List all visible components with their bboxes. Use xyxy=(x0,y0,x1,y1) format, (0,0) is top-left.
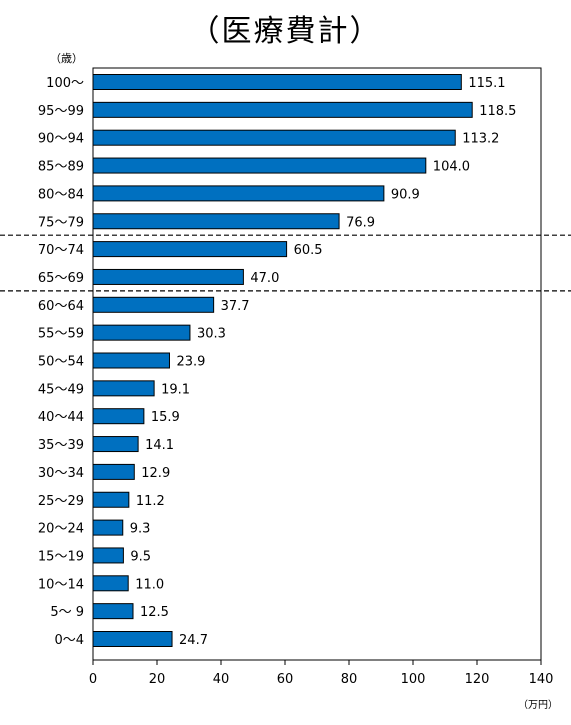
category-label: 95～99 xyxy=(38,104,84,119)
bar xyxy=(92,74,462,90)
bar xyxy=(92,352,170,369)
data-label: 9.5 xyxy=(130,549,151,564)
category-label: 85～89 xyxy=(38,160,84,175)
data-label: 30.3 xyxy=(197,327,226,342)
bar xyxy=(92,575,129,592)
category-label: 0～4 xyxy=(54,633,84,648)
data-label: 11.0 xyxy=(135,577,164,592)
data-label: 24.7 xyxy=(179,633,208,648)
category-label: 55～59 xyxy=(38,327,84,342)
x-tick-label: 60 xyxy=(277,672,294,687)
data-label: 113.2 xyxy=(462,132,499,147)
data-label: 104.0 xyxy=(433,160,470,175)
category-label: 70～74 xyxy=(38,243,84,258)
data-label: 9.3 xyxy=(130,522,151,537)
bar xyxy=(92,631,173,647)
bar xyxy=(92,185,385,202)
category-label: 15～19 xyxy=(38,549,84,564)
bar xyxy=(92,436,139,453)
category-label: 35～39 xyxy=(38,438,84,453)
x-tick-label: 100 xyxy=(401,672,426,687)
chart-title: （医療費計） xyxy=(189,14,382,49)
x-tick-label: 40 xyxy=(213,672,230,687)
bar xyxy=(92,519,124,536)
data-label: 14.1 xyxy=(145,438,174,453)
bar xyxy=(92,296,215,313)
data-label: 19.1 xyxy=(161,382,190,397)
category-label: 25～29 xyxy=(38,494,84,509)
bar xyxy=(92,491,130,508)
bar xyxy=(92,213,340,230)
data-label: 37.7 xyxy=(221,299,250,314)
x-tick-label: 140 xyxy=(529,672,554,687)
bar xyxy=(92,463,135,480)
data-label: 12.9 xyxy=(141,466,170,481)
data-label: 76.9 xyxy=(346,215,375,230)
x-axis-label: （万円） xyxy=(518,699,558,711)
data-label: 11.2 xyxy=(136,494,165,509)
category-label: 5～ 9 xyxy=(50,605,84,620)
x-tick-label: 80 xyxy=(341,672,358,687)
category-label: 45～49 xyxy=(38,382,84,397)
data-label: 60.5 xyxy=(294,243,323,258)
category-label: 75～79 xyxy=(38,215,84,230)
category-label: 80～84 xyxy=(38,187,84,202)
bar xyxy=(92,241,288,258)
category-label: 100～ xyxy=(46,76,84,91)
y-axis-label: （歳） xyxy=(50,52,83,65)
data-label: 23.9 xyxy=(176,355,205,370)
bar xyxy=(92,603,134,620)
category-label: 40～44 xyxy=(38,410,84,425)
category-label: 30～34 xyxy=(38,466,84,481)
category-label: 10～14 xyxy=(38,577,84,592)
bar xyxy=(92,101,473,118)
bar xyxy=(92,129,456,146)
x-tick-label: 120 xyxy=(465,672,490,687)
x-tick-label: 0 xyxy=(89,672,97,687)
category-label: 65～69 xyxy=(38,271,84,286)
bar xyxy=(92,324,191,341)
category-label: 90～94 xyxy=(38,132,84,147)
bar xyxy=(92,380,155,397)
data-label: 118.5 xyxy=(479,104,516,119)
data-label: 15.9 xyxy=(151,410,180,425)
data-label: 12.5 xyxy=(140,605,169,620)
bar xyxy=(92,408,145,425)
data-label: 90.9 xyxy=(391,187,420,202)
data-label: 115.1 xyxy=(468,76,505,91)
x-tick-label: 20 xyxy=(149,672,166,687)
bar xyxy=(92,547,124,564)
category-label: 50～54 xyxy=(38,355,84,370)
data-label: 47.0 xyxy=(250,271,279,286)
category-label: 20～24 xyxy=(38,522,84,537)
bar xyxy=(92,157,427,174)
category-label: 60～64 xyxy=(38,299,84,314)
bar xyxy=(92,268,244,285)
